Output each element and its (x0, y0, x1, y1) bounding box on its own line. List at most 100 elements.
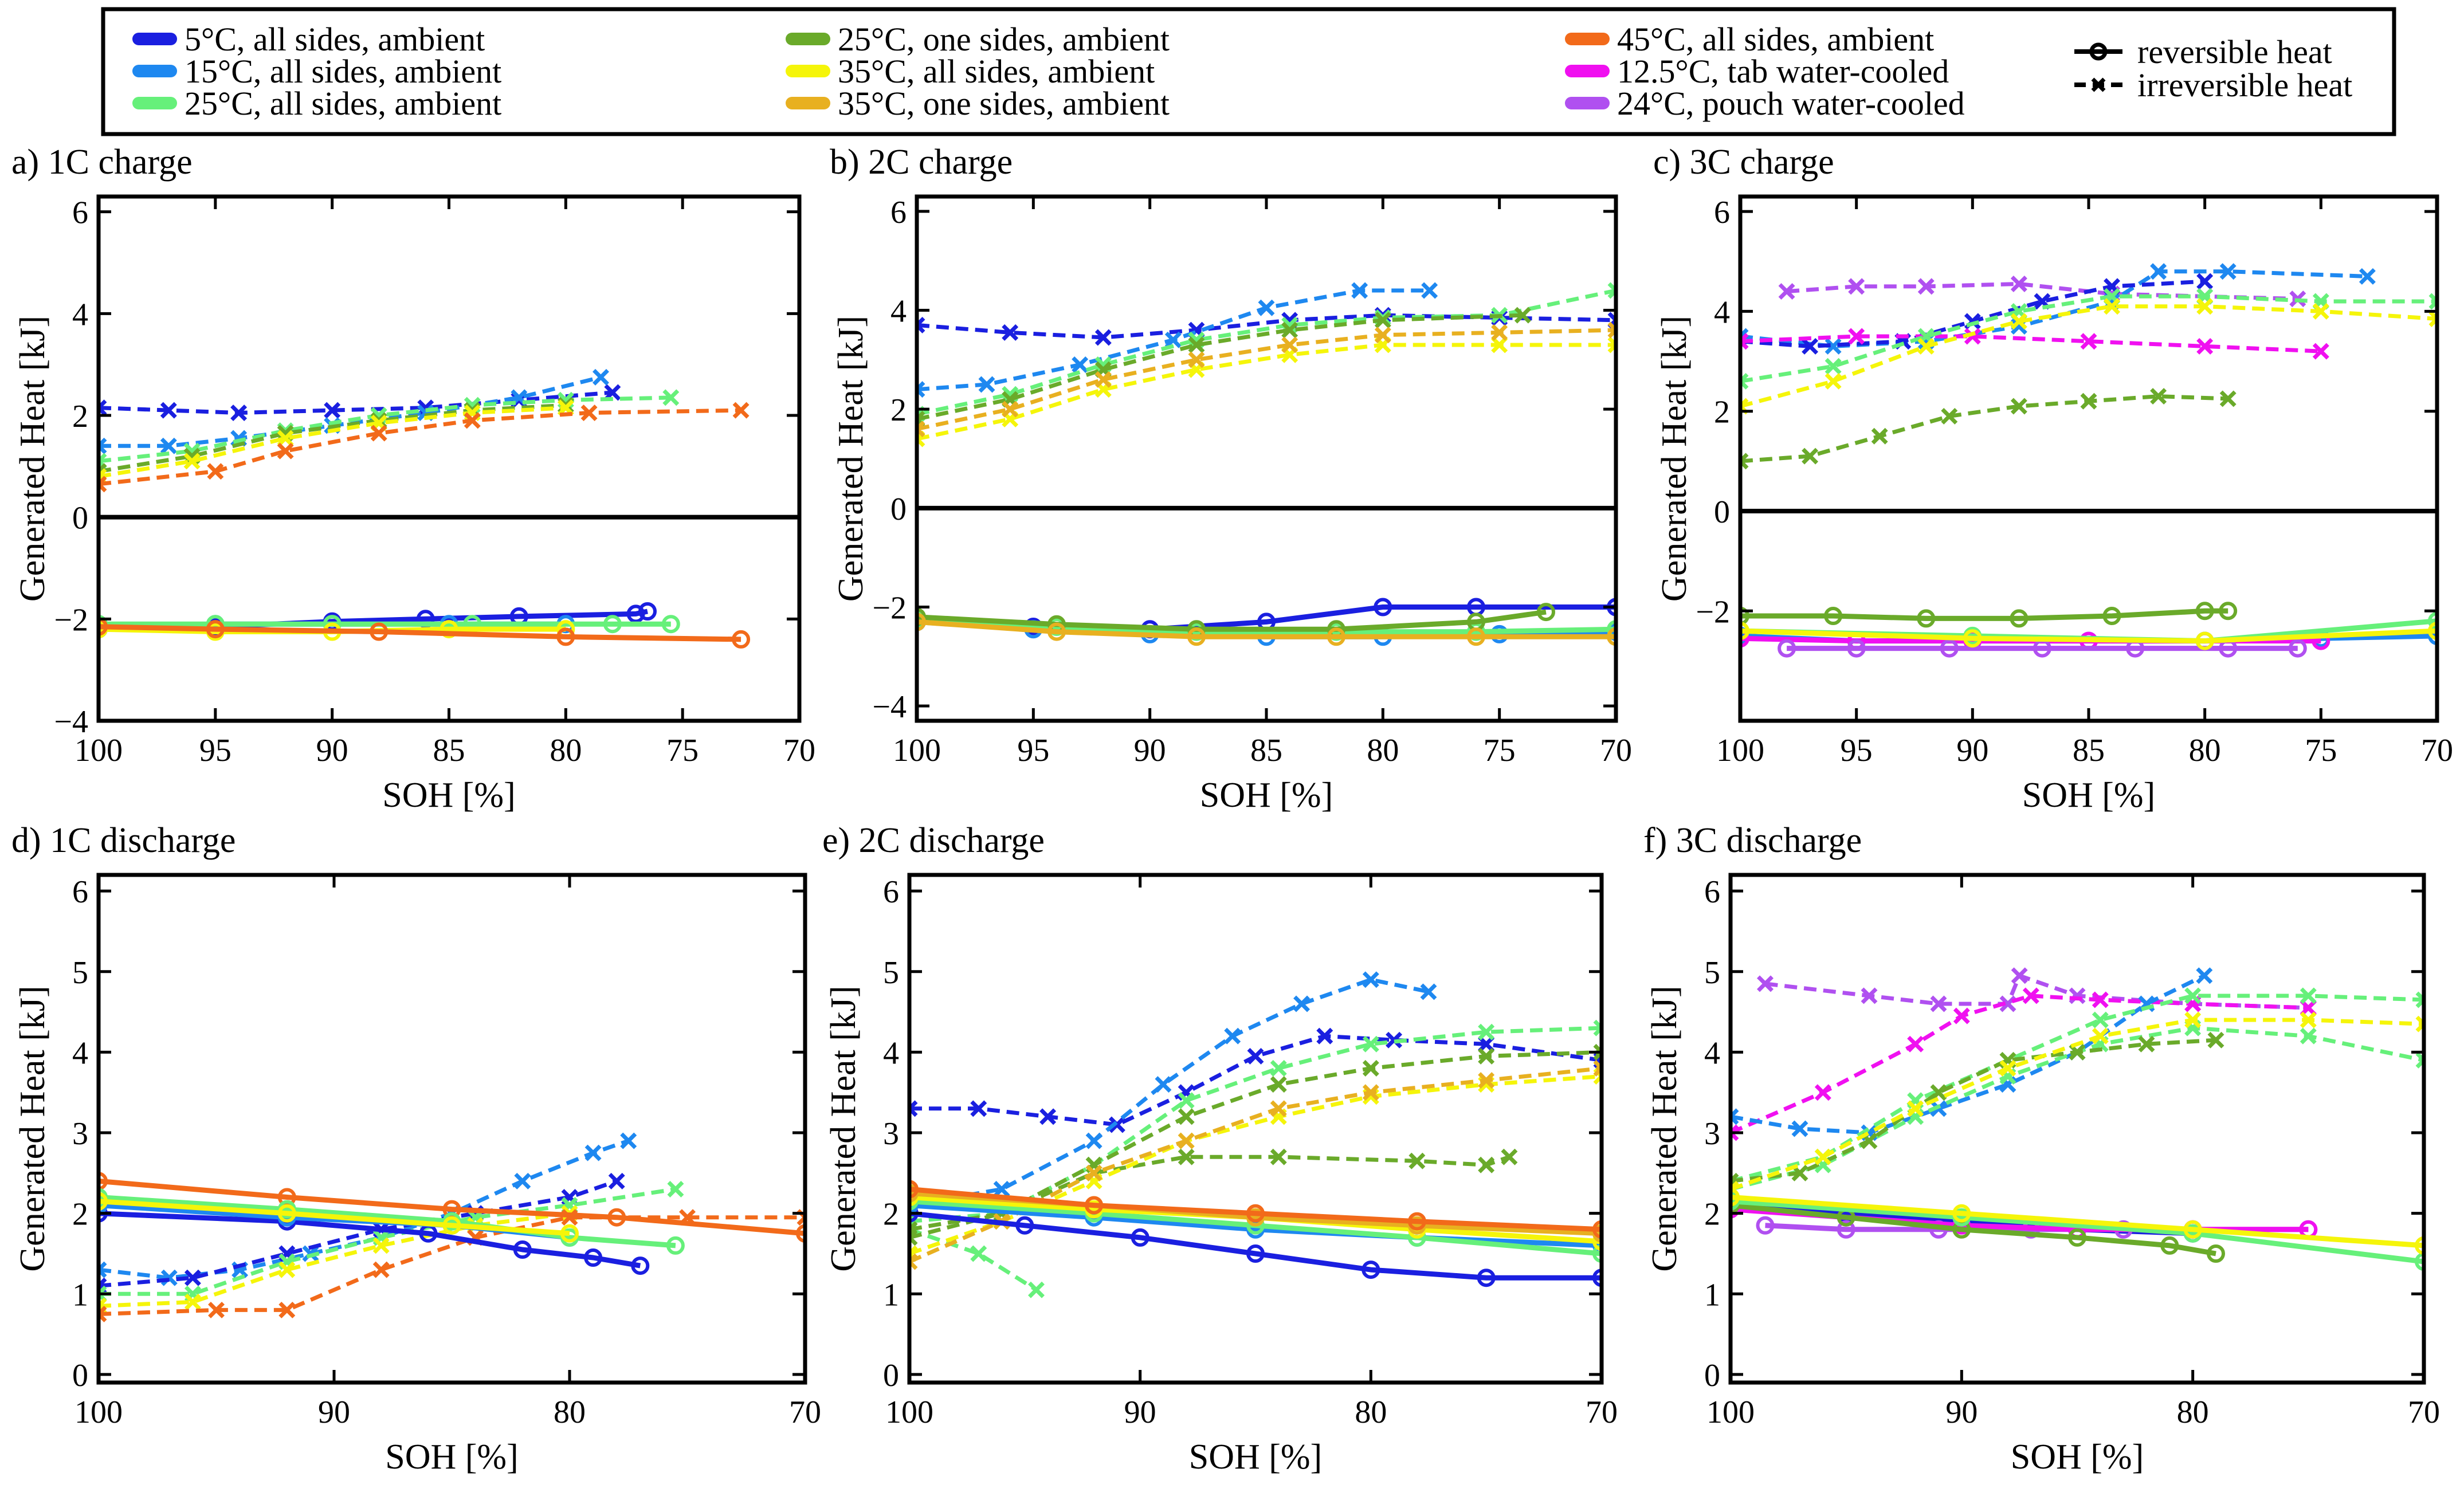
data-point-45c-all-sides-ambient (207, 463, 224, 480)
data-point-35c-one-sides-ambient (1374, 327, 1391, 344)
data-point-5c-all-sides-ambient (513, 1240, 532, 1259)
x-tick-label: 80 (2177, 1395, 2209, 1430)
data-point-25c-all-sides-ambient (1607, 282, 1616, 299)
data-point-15c-all-sides-ambient (2196, 967, 2213, 984)
data-point-24c-pouch-water-cooled (1861, 987, 1878, 1004)
y-tick-label: 3 (883, 1116, 899, 1152)
y-tick-label: −4 (54, 704, 88, 740)
data-point-25c-one-sides-ambient (1408, 1152, 1426, 1169)
data-point-5c-all-sides-ambient (1002, 324, 1019, 341)
series-line-reversible-25c-one-sides-ambient (1740, 608, 2228, 621)
data-point-35c-all-sides-ambient (1825, 372, 1842, 390)
y-tick-label: 1 (883, 1277, 899, 1313)
data-point-5c-all-sides-ambient (608, 1172, 625, 1189)
data-point-25c-one-sides-ambient (1941, 407, 1958, 425)
data-point-12p5c-tab-water-cooled (2312, 343, 2329, 360)
y-tick-label: 2 (72, 1197, 88, 1232)
data-point-15c-all-sides-ambient (917, 381, 925, 398)
y-axis-label: Generated Heat [kJ] (824, 985, 863, 1271)
x-tick-label: 70 (2421, 733, 2453, 768)
panel-title: b) 2C charge (830, 143, 1013, 182)
data-point-24c-pouch-water-cooled (1778, 283, 1795, 300)
data-point-15c-all-sides-ambient (514, 1172, 531, 1189)
data-point-15c-all-sides-ambient (1825, 337, 1842, 355)
data-point-45c-all-sides-ambient (1407, 1212, 1426, 1231)
x-tick-label: 90 (1124, 1395, 1156, 1430)
data-point-15c-all-sides-ambient (1420, 983, 1437, 1000)
y-tick-label: 6 (72, 195, 88, 231)
data-point-24c-pouch-water-cooled (1778, 639, 1796, 658)
y-axis-label: Generated Heat [kJ] (1655, 316, 1694, 602)
data-point-12p5c-tab-water-cooled (2022, 987, 2039, 1004)
series-line-irreversible-5c-all-sides-ambient (909, 1034, 1602, 1127)
series-line-irreversible-25c-all-sides-ambient (1731, 1026, 2424, 1191)
x-axis-label: SOH [%] (385, 1438, 518, 1477)
panel-b: b) 2C charge 100 95 90 85 80 75 70 −4 −2 0 2 4 6 SOH [… (830, 143, 1632, 815)
data-point-5c-all-sides-ambient (1478, 1035, 1495, 1053)
x-tick-label: 100 (1706, 1395, 1755, 1430)
panel-d: d) 1C discharge 100 90 80 70 0 1 2 3 4 5 6 SOH [%] Ge… (11, 821, 821, 1477)
data-point-5c-all-sides-ambient (909, 1100, 918, 1117)
data-point-25c-all-sides-ambient (2415, 1051, 2424, 1069)
y-axis-label: Generated Heat [kJ] (13, 985, 52, 1271)
data-point-12p5c-tab-water-cooled (2196, 337, 2214, 355)
x-tick-label: 90 (1956, 733, 1988, 768)
data-point-35c-one-sides-ambient (1002, 400, 1019, 418)
x-tick-label: 90 (1134, 733, 1166, 768)
data-point-25c-one-sides-ambient (1362, 1060, 1379, 1077)
data-point-5c-all-sides-ambient (1316, 1027, 1333, 1044)
data-point-15c-all-sides-ambient (620, 1132, 637, 1149)
data-point-25c-all-sides-ambient (666, 1236, 685, 1255)
y-tick-label: 4 (890, 294, 907, 329)
data-point-25c-one-sides-ambient (2219, 390, 2237, 407)
data-point-25c-all-sides-ambient (2300, 1027, 2317, 1044)
data-point-12p5c-tab-water-cooled (2092, 991, 2109, 1008)
data-point-24c-pouch-water-cooled (1940, 639, 1959, 658)
data-point-35c-all-sides-ambient (184, 1293, 201, 1310)
data-point-5c-all-sides-ambient (1039, 1108, 1057, 1125)
legend-circle-marker (2089, 42, 2108, 61)
data-point-5c-all-sides-ambient (917, 316, 925, 333)
series-group (909, 971, 1602, 1298)
data-point-35c-one-sides-ambient (1362, 1084, 1379, 1101)
data-point-25c-all-sides-ambient (667, 1181, 684, 1197)
series-line-reversible-45c-all-sides-ambient (909, 1187, 1602, 1232)
data-point-25c-one-sides-ambient (1281, 321, 1298, 339)
data-point-35c-all-sides-ambient (2092, 1027, 2109, 1044)
y-tick-label: 0 (1714, 494, 1730, 530)
data-point-35c-all-sides-ambient (1999, 1060, 2016, 1077)
data-point-25c-all-sides-ambient (603, 615, 622, 634)
data-point-15c-all-sides-ambient (160, 437, 177, 454)
data-point-35c-one-sides-ambient (917, 612, 926, 631)
data-point-5c-all-sides-ambient (324, 402, 341, 419)
data-point-35c-all-sides-ambient (183, 453, 201, 470)
data-point-35c-one-sides-ambient (1607, 321, 1616, 339)
x-tick-label: 95 (1017, 733, 1049, 768)
data-point-12p5c-tab-water-cooled (1731, 1124, 1739, 1141)
y-tick-label: 5 (883, 955, 899, 991)
data-point-35c-one-sides-ambient (1281, 336, 1298, 354)
data-point-25c-one-sides-ambient (2195, 602, 2214, 621)
data-point-15c-all-sides-ambient (1155, 1076, 1172, 1093)
series-line-irreversible-25c-all-sides-ambient (1731, 994, 2424, 1183)
data-point-25c-one-sides-ambient (2207, 1031, 2224, 1049)
x-axis-label: SOH [%] (382, 776, 515, 815)
data-point-5c-all-sides-ambient (2196, 273, 2214, 290)
data-point-35c-one-sides-ambient (917, 421, 925, 438)
data-point-24c-pouch-water-cooled (2288, 639, 2307, 658)
data-point-35c-all-sides-ambient (2184, 1011, 2202, 1028)
y-tick-label: 0 (72, 501, 88, 536)
x-tick-label: 75 (1484, 733, 1516, 768)
y-tick-label: 6 (72, 874, 88, 910)
series-line-reversible-25c-all-sides-ambient (1731, 1199, 2424, 1265)
data-point-24c-pouch-water-cooled (1848, 278, 1865, 295)
data-point-45c-all-sides-ambient (909, 1180, 919, 1199)
data-point-35c-one-sides-ambient (1085, 1164, 1102, 1181)
y-tick-label: 4 (1704, 1035, 1720, 1071)
y-tick-label: 4 (72, 1035, 88, 1071)
x-tick-label: 70 (1586, 1395, 1618, 1430)
data-point-45c-all-sides-ambient (732, 630, 751, 649)
series-line-irreversible-35c-all-sides-ambient (99, 1211, 570, 1308)
series-line-irreversible-35c-all-sides-ambient (99, 406, 566, 479)
panel-title: c) 3C charge (1653, 143, 1834, 182)
